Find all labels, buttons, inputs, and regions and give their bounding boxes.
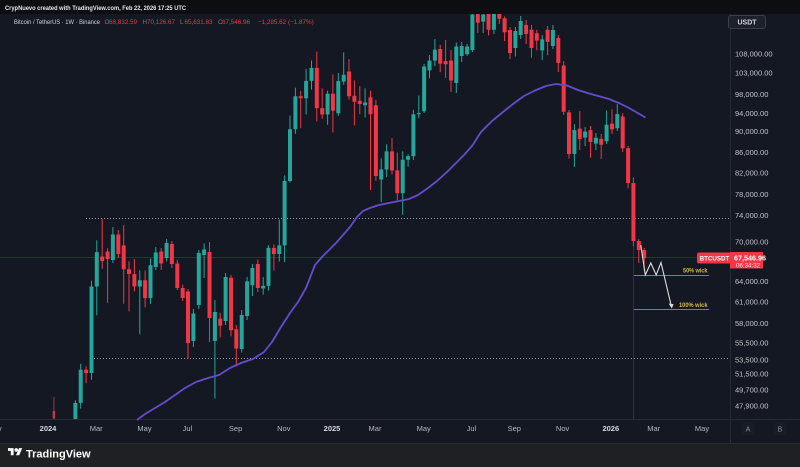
svg-text:58,000.00: 58,000.00 (735, 319, 768, 328)
svg-text:51,500.00: 51,500.00 (735, 369, 768, 378)
svg-text:USDT: USDT (737, 20, 757, 27)
svg-text:−1,285.62 (−1.87%): −1,285.62 (−1.87%) (258, 19, 314, 26)
svg-text:May: May (137, 424, 151, 433)
svg-text:94,000.00: 94,000.00 (735, 109, 768, 118)
svg-text:82,000.00: 82,000.00 (735, 169, 768, 178)
svg-text:67,546.96: 67,546.96 (222, 19, 251, 26)
svg-text:65,631.83: 65,631.83 (185, 19, 214, 26)
svg-text:Mar: Mar (90, 424, 103, 433)
svg-text:61,000.00: 61,000.00 (735, 298, 768, 307)
svg-text:2024: 2024 (40, 424, 58, 433)
svg-text:C: C (218, 19, 223, 26)
svg-text:Nov: Nov (0, 424, 2, 433)
svg-text:L: L (180, 19, 184, 26)
svg-text:BTCUSDT: BTCUSDT (700, 256, 730, 263)
svg-text:86,000.00: 86,000.00 (735, 148, 768, 157)
svg-text:TradingView: TradingView (26, 448, 91, 460)
svg-text:90,000.00: 90,000.00 (735, 127, 768, 136)
svg-text:64,000.00: 64,000.00 (735, 277, 768, 286)
svg-text:Nov: Nov (556, 424, 570, 433)
svg-text:H: H (143, 19, 148, 26)
svg-text:Jul: Jul (183, 424, 193, 433)
svg-text:Mar: Mar (369, 424, 382, 433)
svg-text:50% wick: 50% wick (683, 267, 708, 274)
svg-text:53,500.00: 53,500.00 (735, 356, 768, 365)
svg-text:103,000.00: 103,000.00 (735, 69, 773, 78)
svg-text:May: May (417, 424, 431, 433)
svg-text:98,000.00: 98,000.00 (735, 90, 768, 99)
svg-text:70,126.67: 70,126.67 (147, 19, 176, 26)
svg-text:Sep: Sep (229, 424, 242, 433)
svg-text:68,832.59: 68,832.59 (109, 19, 138, 26)
svg-text:O: O (105, 19, 110, 26)
svg-text:Jul: Jul (467, 424, 477, 433)
svg-text:06:34:32: 06:34:32 (736, 262, 761, 269)
svg-text:49,700.00: 49,700.00 (735, 386, 768, 395)
svg-text:Sep: Sep (508, 424, 521, 433)
svg-text:47,900.00: 47,900.00 (735, 402, 768, 411)
svg-text:CrypNuevo created with Trading: CrypNuevo created with TradingView.com, … (5, 5, 186, 12)
svg-text:2026: 2026 (602, 424, 619, 433)
svg-text:Bitcoin / TetherUS · 1W · Bina: Bitcoin / TetherUS · 1W · Binance (14, 19, 100, 26)
svg-text:74,000.00: 74,000.00 (735, 211, 768, 220)
svg-text:55,500.00: 55,500.00 (735, 339, 768, 348)
svg-text:Mar: Mar (647, 424, 660, 433)
svg-text:2025: 2025 (324, 424, 341, 433)
svg-text:Nov: Nov (277, 424, 291, 433)
svg-text:108,000.00: 108,000.00 (735, 50, 773, 59)
svg-text:100% wick: 100% wick (679, 302, 708, 309)
svg-text:May: May (695, 424, 709, 433)
svg-text:78,000.00: 78,000.00 (735, 190, 768, 199)
svg-text:B: B (778, 426, 783, 433)
svg-text:67,546.96: 67,546.96 (734, 253, 766, 262)
svg-text:A: A (746, 426, 751, 433)
svg-text:70,000.00: 70,000.00 (735, 237, 768, 246)
